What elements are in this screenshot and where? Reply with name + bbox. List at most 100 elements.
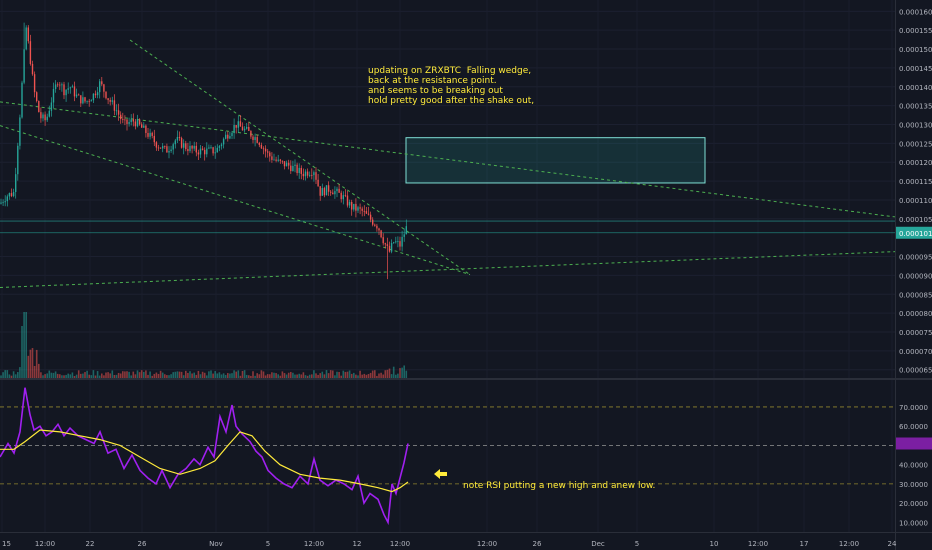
candle-body <box>323 188 326 196</box>
volume-bar <box>275 373 277 378</box>
volume-bar <box>195 374 198 378</box>
candle-body <box>99 81 101 93</box>
candle-body <box>382 237 384 244</box>
volume-bar <box>180 371 183 378</box>
candle-body <box>250 130 252 137</box>
price-tick-label: 0.00008500 <box>899 291 932 299</box>
candle-body <box>399 241 401 247</box>
candle-body <box>327 185 330 192</box>
volume-bar <box>321 371 324 378</box>
candle-body <box>359 207 361 209</box>
volume-bar <box>197 370 200 378</box>
volume-bar <box>304 375 307 378</box>
candle-body <box>0 202 2 204</box>
candle-body <box>155 142 158 148</box>
candle-body <box>31 63 34 75</box>
candle-body <box>141 124 143 128</box>
axes: 0.00016000 0.00015500 0.00015000 0.00014500… <box>2 8 932 548</box>
volume-bar <box>182 375 185 378</box>
candle-body <box>336 188 338 192</box>
volume-bar <box>363 373 366 378</box>
last-price-badge <box>896 226 932 239</box>
volume-bar <box>369 372 372 378</box>
candle-body <box>330 191 332 193</box>
volume-bar <box>136 370 139 378</box>
volume-bar <box>134 374 137 378</box>
time-tick-label: 12:00 <box>304 540 324 548</box>
candle-body <box>130 119 132 123</box>
volume-bar <box>109 373 111 378</box>
candle-body <box>273 159 275 161</box>
candle-body <box>132 119 134 122</box>
resistance-zone <box>405 137 706 184</box>
candle-body <box>38 100 40 113</box>
volume-bar <box>69 374 72 378</box>
rsi-line <box>0 387 409 526</box>
rsi-tick-label: 60.0000 <box>899 423 928 431</box>
candle-body <box>260 144 263 149</box>
volume-bar <box>113 374 116 378</box>
volume-bar <box>367 374 370 378</box>
wedge-note: updating on ZRXBTC Falling wedge, back a… <box>368 66 535 106</box>
wedge-upper-line <box>129 39 471 276</box>
candle-body <box>346 195 349 206</box>
volume-bar <box>317 374 319 378</box>
volume-bar <box>124 371 126 378</box>
volume-bar <box>35 349 38 378</box>
candle-body <box>103 84 105 92</box>
candle-body <box>275 159 277 161</box>
volume-bar <box>170 374 172 378</box>
volume-bar <box>52 372 55 378</box>
volume-bar <box>189 371 191 378</box>
volume-bar <box>239 375 242 378</box>
volume-bar <box>25 312 27 378</box>
candle-body <box>52 88 55 103</box>
volume-bar <box>222 373 225 378</box>
volume-bar <box>256 373 258 378</box>
volume-bar <box>264 375 267 378</box>
price-tick-label: 0.00009000 <box>899 272 932 280</box>
volume-bar <box>250 375 252 378</box>
candle-body <box>237 121 239 128</box>
candle-body <box>126 119 128 124</box>
rsi-ma-line <box>0 429 409 493</box>
volume-bar <box>126 371 128 378</box>
candle-body <box>149 132 151 137</box>
candle-body <box>78 94 80 96</box>
volume-bar <box>224 374 227 378</box>
volume-bar <box>361 374 363 378</box>
candle-body <box>204 149 206 155</box>
volume-bar <box>178 371 181 378</box>
candle-body <box>101 81 103 85</box>
volume-bar <box>287 372 290 378</box>
volume-bar <box>33 365 36 378</box>
volume-bar <box>392 366 395 378</box>
candle-body <box>384 243 386 245</box>
volume-bar <box>71 372 74 378</box>
candle-body <box>63 84 65 96</box>
price-tick-label: 0.00012500 <box>899 140 932 148</box>
candle-body <box>21 82 23 118</box>
volume-bar <box>355 374 357 378</box>
candle-body <box>369 214 372 220</box>
candle-body <box>229 136 231 139</box>
time-tick-label: 10 <box>710 540 719 548</box>
candle-body <box>321 188 323 196</box>
candle-body <box>117 110 120 115</box>
candle-body <box>246 126 248 129</box>
volume-bar <box>6 370 9 378</box>
volume-bar <box>334 375 336 378</box>
price-tick-label: 0.00007000 <box>899 348 932 356</box>
candle-body <box>168 151 170 153</box>
candle-body <box>48 110 50 117</box>
candle-body <box>134 121 137 127</box>
candle-body <box>19 117 21 146</box>
candle-body <box>170 149 172 152</box>
volume-bar <box>388 368 391 378</box>
time-tick-label: 26 <box>138 540 147 548</box>
candle-body <box>283 161 286 167</box>
candle-body <box>206 148 208 155</box>
volume-bar <box>132 371 135 378</box>
